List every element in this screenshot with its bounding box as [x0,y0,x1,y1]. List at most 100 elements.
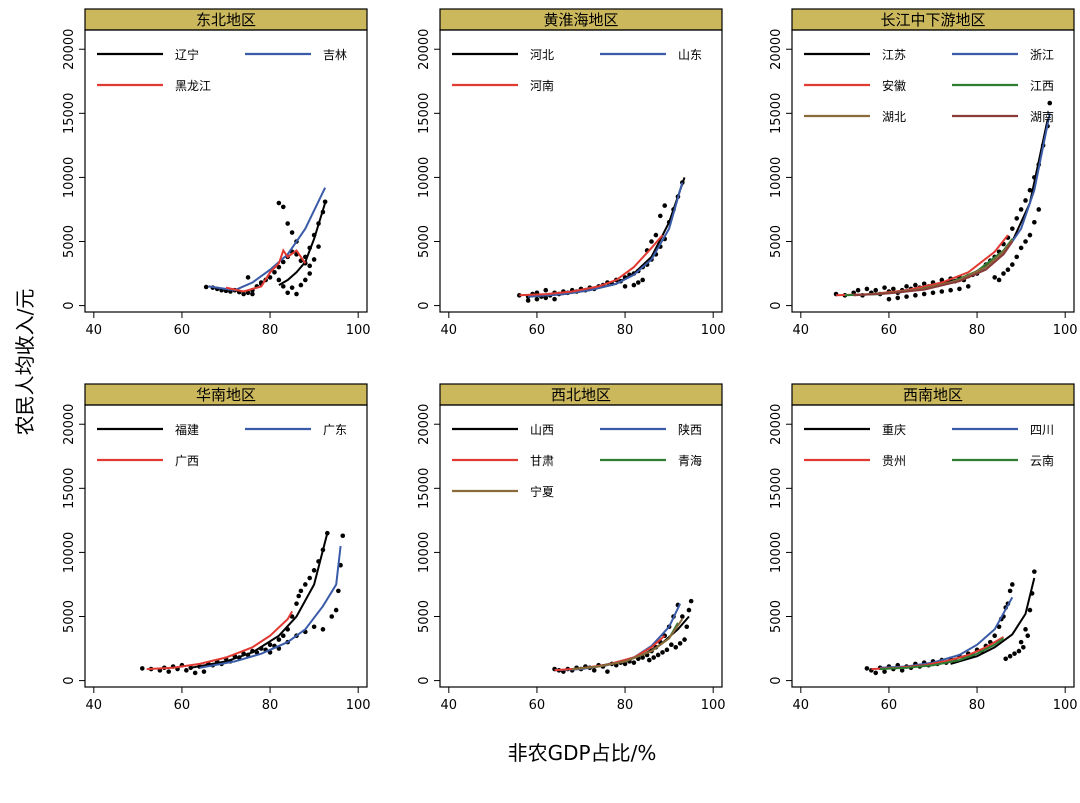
legend-label: 陕西 [678,422,702,437]
y-tick-label: 5000 [62,600,77,633]
data-point [651,655,657,660]
data-point [1016,648,1022,654]
legend-label: 宁夏 [530,484,554,499]
y-tick-label: 5000 [417,600,432,633]
data-point [272,269,277,275]
series-line-浙江 [897,113,1051,294]
data-point [525,298,531,303]
series-line-辽宁 [278,202,327,286]
plot-area [439,404,723,688]
data-point [640,277,645,283]
data-point [873,670,879,676]
data-point [192,670,198,676]
data-point [655,652,661,658]
data-point [280,284,286,289]
data-point [307,263,313,269]
data-point [882,669,887,674]
x-axis-title: 非农GDP占比/% [508,741,657,765]
data-point [631,660,637,665]
y-tick-label: 15000 [769,468,784,509]
x-tick-label: 60 [529,698,546,713]
data-point [1023,198,1028,203]
data-point [913,282,918,288]
data-point [957,286,962,292]
data-point [1003,656,1009,662]
x-tick-label: 60 [174,698,191,713]
panel-title: 西南地区 [903,386,963,404]
legend-label: 浙江 [1030,48,1054,62]
x-tick-label: 60 [881,323,898,338]
data-point [294,291,299,297]
panel-title: 长江中下游地区 [880,11,985,29]
series-line-重庆 [950,577,1036,665]
panel-title: 黄淮海地区 [543,11,618,29]
data-point [1027,607,1033,613]
data-point [201,669,207,674]
data-point [1007,588,1013,594]
data-point [166,669,172,674]
data-point [311,624,317,630]
y-tick-label: 10000 [417,157,432,198]
plot-area [439,29,723,313]
x-tick-label: 60 [174,323,191,338]
y-tick-label: 20000 [769,404,784,445]
y-tick-label: 0 [769,676,784,684]
data-point [864,666,870,671]
data-point [276,277,282,283]
data-point [635,280,641,285]
legend-label: 云南 [1030,453,1054,468]
data-point [1025,633,1031,639]
data-point [996,624,1002,630]
data-point [534,296,540,302]
data-point [688,598,694,604]
data-point [1001,271,1006,276]
data-point [1032,569,1037,574]
data-point [680,614,685,619]
panel-3: 长江中下游地区 40 60 80 100 0 5000 10000 15000 20000 江苏 浙江… [769,8,1078,338]
series-line-安徽 [836,234,1009,297]
data-point [649,239,654,244]
data-point [245,290,251,296]
panel-title: 西北地区 [551,386,611,404]
data-point [241,291,246,297]
series-line-云南 [880,637,1005,671]
data-point [289,230,295,235]
y-tick-label: 5000 [769,225,784,258]
data-point [873,287,879,293]
legend-label: 广西 [175,454,199,468]
y-tick-label: 15000 [62,468,77,509]
data-point [336,588,341,594]
data-point [921,281,927,287]
series-line-广西 [146,610,293,671]
y-tick-label: 0 [62,676,77,684]
data-point [267,275,273,280]
series-line-山东 [528,182,684,298]
y-tick-label: 5000 [62,225,77,258]
data-point [316,244,321,249]
panel-title: 华南地区 [196,386,256,404]
data-point [631,282,637,288]
data-point [1047,100,1053,106]
x-tick-label: 80 [969,698,986,713]
legend-label: 湖南 [1030,109,1054,124]
legend-label: 福建 [175,422,199,437]
data-point [653,232,659,238]
data-point [311,257,317,262]
x-tick-label: 100 [701,323,726,338]
x-tick-label: 100 [1053,323,1078,338]
y-tick-label: 0 [62,301,77,309]
plot-area [84,404,368,688]
data-point [296,593,302,599]
data-point [250,291,255,297]
legend-label: 山东 [678,48,702,62]
y-tick-label: 5000 [417,225,432,258]
legend-label: 重庆 [882,423,906,437]
y-tick-label: 10000 [769,157,784,198]
data-point [303,582,308,587]
panel-title: 东北地区 [196,11,256,29]
data-point [280,204,286,210]
